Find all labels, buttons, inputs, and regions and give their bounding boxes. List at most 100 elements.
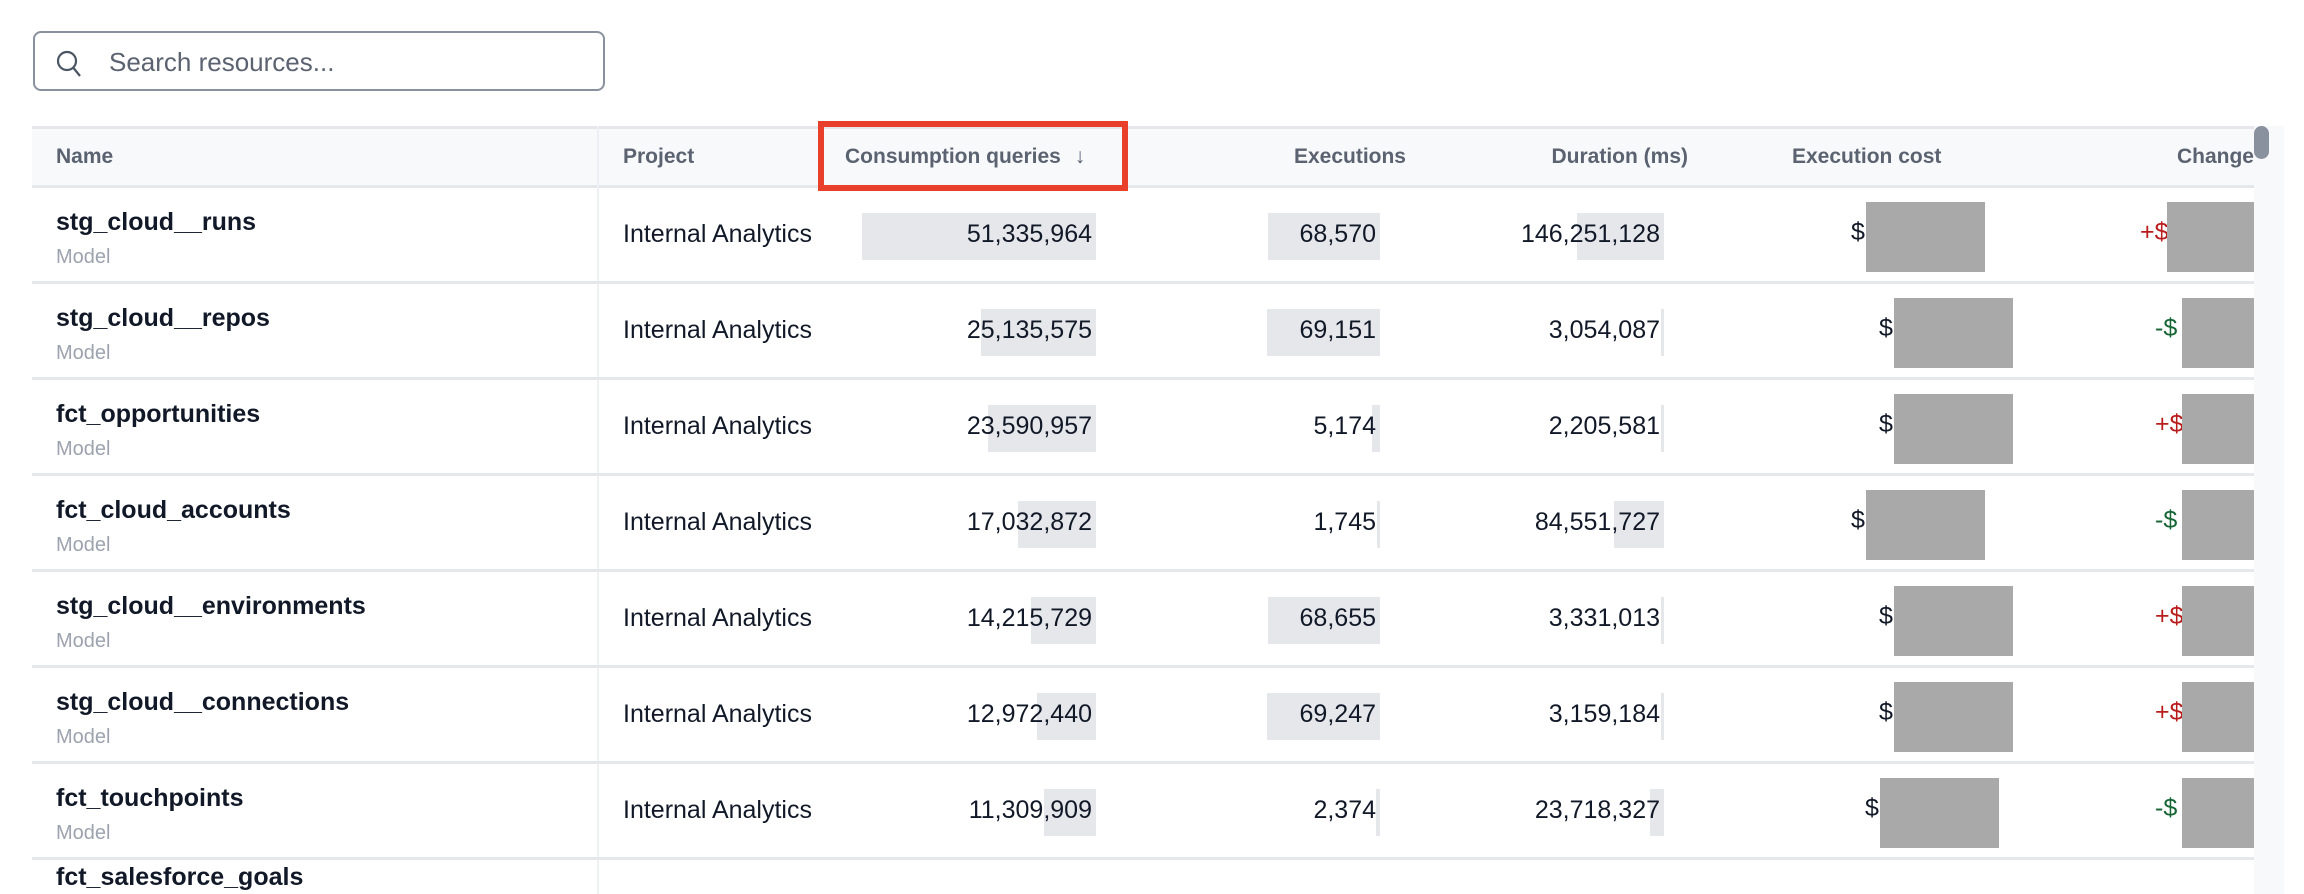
redacted-execution-cost <box>1894 298 2013 368</box>
column-label: Consumption queries <box>845 145 1061 168</box>
scrollbar-track <box>2254 126 2284 894</box>
consumption-queries-value: 23,590,957 <box>966 412 1092 440</box>
executions-bar <box>1268 213 1380 260</box>
resource-name[interactable]: fct_opportunities <box>56 400 261 428</box>
duration-value: 3,159,184 <box>1548 700 1660 728</box>
scrollbar-thumb[interactable] <box>2254 126 2269 159</box>
consumption-bar <box>1018 501 1096 548</box>
redacted-execution-cost <box>1894 394 2013 464</box>
duration-bar <box>1661 597 1664 644</box>
consumption-queries-value: 17,032,872 <box>966 508 1092 536</box>
duration-value: 84,551,727 <box>1534 508 1660 536</box>
column-header-execution-cost[interactable]: Execution cost <box>1792 145 1942 168</box>
highlight-box <box>818 121 1128 191</box>
change-value: -$ <box>2155 314 2178 342</box>
executions-bar <box>1377 501 1380 548</box>
search-box[interactable] <box>33 31 605 91</box>
executions-value: 2,374 <box>1313 796 1376 824</box>
redacted-change <box>2167 202 2254 272</box>
redacted-execution-cost <box>1866 490 1985 560</box>
executions-value: 1,745 <box>1313 508 1376 536</box>
change-value: +$ <box>2155 602 2184 630</box>
resource-name[interactable]: fct_cloud_accounts <box>56 496 291 524</box>
execution-cost-value: $ <box>1879 602 1893 630</box>
table-row[interactable]: stg_cloud__runs Model Internal Analytics … <box>32 188 2254 284</box>
table-row[interactable]: stg_cloud__connections Model Internal Ana… <box>32 668 2254 764</box>
consumption-queries-value: 25,135,575 <box>966 316 1092 344</box>
change-value: -$ <box>2155 506 2178 534</box>
execution-cost-value: $ <box>1879 314 1893 342</box>
duration-bar <box>1613 501 1664 548</box>
redacted-change <box>2182 394 2254 464</box>
duration-bar <box>1661 309 1664 356</box>
resource-name[interactable]: stg_cloud__connections <box>56 688 350 716</box>
consumption-bar <box>988 405 1096 452</box>
resource-name[interactable]: stg_cloud__repos <box>56 304 270 332</box>
resource-name[interactable]: fct_salesforce_goals <box>56 863 304 891</box>
consumption-queries-value: 12,972,440 <box>966 700 1092 728</box>
column-divider <box>597 126 599 894</box>
executions-value: 68,570 <box>1299 220 1376 248</box>
resource-type: Model <box>56 534 111 556</box>
consumption-queries-value: 11,309,909 <box>968 796 1092 824</box>
project-name: Internal Analytics <box>623 412 812 440</box>
resource-type: Model <box>56 438 111 460</box>
consumption-queries-value: 14,215,729 <box>966 604 1092 632</box>
executions-bar <box>1267 693 1380 740</box>
column-header-executions[interactable]: Executions <box>1293 145 1406 168</box>
table-row[interactable]: fct_opportunities Model Internal Analytic… <box>32 380 2254 476</box>
redacted-change <box>2182 298 2254 368</box>
project-name: Internal Analytics <box>623 316 812 344</box>
executions-bar <box>1267 597 1380 644</box>
execution-cost-value: $ <box>1879 698 1893 726</box>
table-row[interactable]: fct_salesforce_goals <box>32 860 2254 894</box>
executions-value: 69,151 <box>1299 316 1376 344</box>
executions-value: 68,655 <box>1299 604 1376 632</box>
project-name: Internal Analytics <box>623 604 812 632</box>
duration-value: 2,205,581 <box>1548 412 1660 440</box>
change-value: +$ <box>2155 410 2184 438</box>
resource-name[interactable]: fct_touchpoints <box>56 784 244 812</box>
table-row[interactable]: stg_cloud__repos Model Internal Analytics… <box>32 284 2254 380</box>
resource-type: Model <box>56 246 111 268</box>
change-value: -$ <box>2155 794 2178 822</box>
table-row[interactable]: stg_cloud__environments Model Internal An… <box>32 572 2254 668</box>
resource-name[interactable]: stg_cloud__environments <box>56 592 366 620</box>
redacted-change <box>2182 490 2254 560</box>
redacted-change <box>2182 586 2254 656</box>
executions-bar <box>1267 309 1380 356</box>
table-header: Name Project Consumption queries ↓ Execu… <box>32 126 2254 188</box>
project-name: Internal Analytics <box>623 508 812 536</box>
column-header-duration[interactable]: Duration (ms) <box>1551 145 1689 168</box>
duration-value: 23,718,327 <box>1534 796 1660 824</box>
duration-bar <box>1661 405 1664 452</box>
column-header-name[interactable]: Name <box>56 145 114 168</box>
table-row[interactable]: fct_touchpoints Model Internal Analytics … <box>32 764 2254 860</box>
search-input[interactable] <box>107 43 591 81</box>
redacted-execution-cost <box>1866 202 1985 272</box>
consumption-queries-value: 51,335,964 <box>966 220 1092 248</box>
execution-cost-value: $ <box>1851 218 1865 246</box>
resource-name[interactable]: stg_cloud__runs <box>56 208 257 236</box>
resource-type: Model <box>56 822 111 844</box>
column-header-project[interactable]: Project <box>623 145 695 168</box>
column-header-change[interactable]: Change <box>2176 145 2254 168</box>
resources-table: Name Project Consumption queries ↓ Execu… <box>32 126 2254 894</box>
table-row[interactable]: fct_cloud_accounts Model Internal Analyti… <box>32 476 2254 572</box>
search-icon <box>56 50 81 77</box>
change-value: +$ <box>2140 218 2169 246</box>
duration-value: 3,331,013 <box>1548 604 1660 632</box>
sort-descending-icon: ↓ <box>1074 145 1086 168</box>
redacted-execution-cost <box>1880 778 1999 848</box>
duration-bar <box>1649 789 1664 836</box>
consumption-bar <box>981 309 1096 356</box>
resource-type: Model <box>56 726 111 748</box>
redacted-execution-cost <box>1894 586 2013 656</box>
executions-bar <box>1371 405 1380 452</box>
executions-value: 69,247 <box>1299 700 1376 728</box>
execution-cost-value: $ <box>1865 794 1879 822</box>
redacted-execution-cost <box>1894 682 2013 752</box>
column-header-consumption-queries[interactable]: Consumption queries ↓ <box>845 145 1085 169</box>
execution-cost-value: $ <box>1851 506 1865 534</box>
duration-value: 3,054,087 <box>1548 316 1660 344</box>
